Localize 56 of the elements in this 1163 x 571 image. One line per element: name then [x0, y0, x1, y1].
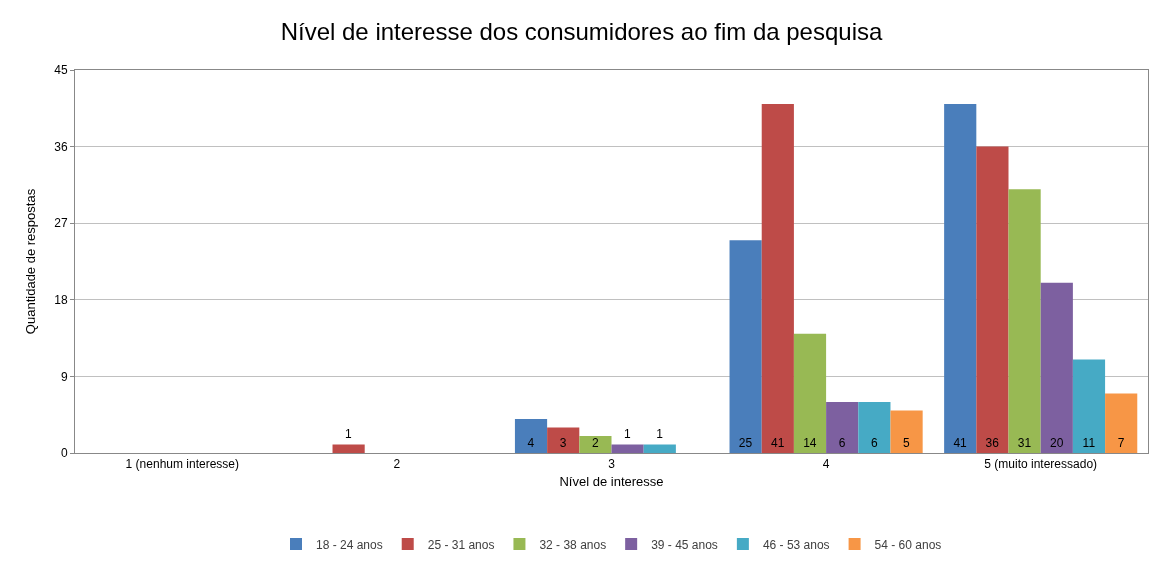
bar [1072, 359, 1106, 453]
bar [1040, 282, 1073, 453]
bar [890, 410, 923, 453]
bar [1105, 393, 1138, 453]
x-axis-title: Nível de interesse [559, 474, 664, 489]
data-label: 1 [624, 427, 632, 442]
data-label: 6 [838, 436, 846, 450]
bar [514, 418, 548, 453]
data-label: 6 [870, 436, 878, 450]
data-label: 14 [803, 436, 817, 450]
data-label: 25 [738, 436, 753, 450]
data-label: 7 [1117, 436, 1125, 450]
y-axis-title: Quantidade de respostas [23, 188, 39, 335]
bar [761, 104, 794, 453]
data-label: 31 [1017, 436, 1032, 450]
bar [579, 435, 612, 453]
x-tick-label: 2 [393, 457, 401, 472]
data-label: 1 [345, 427, 353, 442]
y-tick-label: 27 [54, 216, 68, 231]
legend-label: 54 - 60 anos [874, 537, 942, 552]
bar [793, 333, 827, 453]
data-label: 11 [1082, 436, 1096, 450]
legend-label: 18 - 24 anos [316, 537, 383, 552]
y-tick-label: 0 [60, 446, 68, 461]
x-tick-label: 1 (nenhum interesse) [125, 457, 239, 472]
x-tick-label: 5 (muito interessado) [984, 457, 1098, 472]
data-label: 3 [559, 436, 567, 450]
data-label: 41 [770, 436, 785, 450]
y-tick-label: 9 [60, 369, 68, 384]
bar [858, 401, 891, 453]
x-tick-label: 3 [608, 457, 616, 472]
data-label: 1 [656, 427, 664, 442]
data-label: 2 [591, 436, 599, 450]
bar [976, 146, 1009, 453]
data-label: 20 [1049, 436, 1064, 450]
x-tick-label: 4 [822, 457, 830, 472]
bar [729, 240, 762, 453]
bar [332, 444, 365, 453]
bar [944, 104, 977, 453]
bar [547, 427, 580, 453]
legend-label: 39 - 45 anos [651, 537, 718, 552]
y-tick-label: 36 [54, 139, 68, 154]
legend-label: 46 - 53 anos [762, 537, 830, 552]
bar [1008, 189, 1041, 453]
y-tick-label: 18 [54, 293, 68, 307]
bar [643, 444, 676, 453]
chart-title: Nível de interesse dos consumidores ao fim da pesquisa [280, 17, 883, 45]
legend-label: 32 - 38 anos [539, 537, 607, 552]
y-tick-label: 45 [54, 63, 68, 78]
data-label: 4 [527, 436, 535, 450]
data-label: 36 [985, 436, 1000, 450]
bar [826, 401, 859, 453]
legend-label: 25 - 31 anos [427, 537, 495, 552]
bar [611, 444, 644, 453]
data-label: 5 [903, 436, 911, 450]
data-label: 41 [953, 436, 968, 450]
